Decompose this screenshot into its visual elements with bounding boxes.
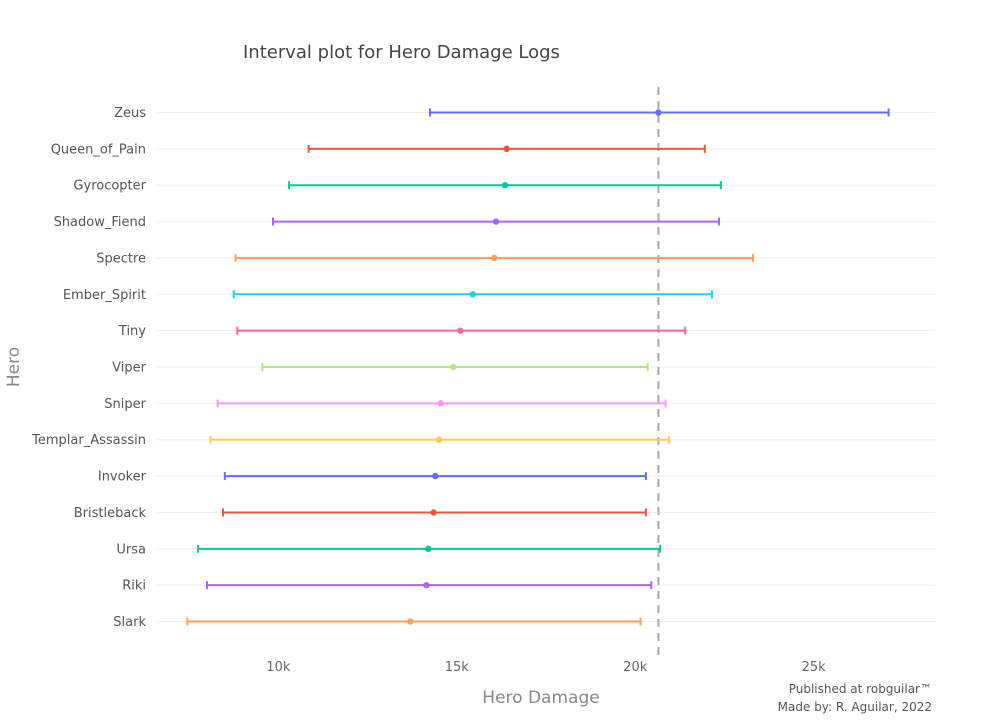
x-axis-title: Hero Damage: [482, 688, 599, 708]
footer-published: Published at robguilar™: [788, 682, 932, 696]
y-tick-label: Ember_Spirit: [63, 288, 146, 303]
y-tick-label: Templar_Assassin: [31, 433, 146, 448]
y-tick-label: Sniper: [104, 397, 146, 412]
interval-invoker: [223, 472, 647, 481]
interval-mean-point: [432, 472, 439, 480]
y-axis-title: Hero: [4, 347, 24, 387]
interval-tiny: [236, 326, 687, 335]
interval-mean-point: [457, 327, 464, 334]
interval-mean-point: [435, 436, 443, 443]
interval-viper: [261, 363, 649, 372]
interval-mean-point: [407, 618, 414, 625]
y-tick-label: Slark: [113, 615, 146, 630]
interval-mean-point: [655, 109, 662, 116]
interval-slark: [186, 617, 642, 626]
y-tick-label: Riki: [122, 579, 146, 594]
interval-mean-point: [491, 254, 498, 262]
interval-shadow_fiend: [271, 217, 721, 226]
y-tick-label: Shadow_Fiend: [54, 215, 146, 230]
interval-mean-point: [492, 218, 500, 225]
x-tick-label: 25k: [802, 660, 827, 675]
interval-sniper: [216, 399, 667, 408]
footer-made-by: Made by: R. Aguilar, 2022: [777, 700, 932, 714]
interval-riki: [205, 581, 653, 590]
interval-ursa: [197, 544, 662, 553]
chart-title: Interval plot for Hero Damage Logs: [243, 42, 560, 63]
interval-mean-point: [501, 182, 509, 189]
interval-queen_of_pain: [307, 144, 706, 153]
x-tick-labels: 10k 15k 20k 25k: [266, 660, 826, 675]
interval-mean-point: [469, 291, 477, 298]
interval-zeus: [429, 108, 890, 117]
y-tick-label: Spectre: [96, 251, 146, 266]
interval-bristleback: [222, 508, 647, 517]
y-tick-label: Invoker: [98, 470, 147, 485]
interval-mean-point: [450, 363, 457, 371]
x-tick-label: 20k: [623, 660, 648, 675]
x-tick-label: 10k: [266, 660, 291, 675]
intervals-layer: [186, 108, 890, 626]
y-tick-label: Bristleback: [74, 506, 147, 521]
interval-gyrocopter: [288, 181, 722, 190]
interval-mean-point: [430, 509, 437, 516]
y-tick-label: Gyrocopter: [73, 179, 146, 194]
y-tick-label: Ursa: [116, 542, 146, 557]
interval-ember_spirit: [232, 290, 713, 299]
y-tick-labels: Zeus Queen_of_Pain Gyrocopter Shadow_Fiend S…: [31, 106, 147, 630]
interval-mean-point: [503, 145, 510, 153]
y-tick-label: Zeus: [114, 106, 146, 121]
y-tick-label: Queen_of_Pain: [51, 142, 146, 157]
interval-mean-point: [423, 581, 430, 589]
interval-templar_assassin: [209, 435, 671, 444]
y-tick-label: Viper: [112, 361, 146, 376]
y-tick-label: Tiny: [118, 324, 146, 339]
x-tick-label: 15k: [445, 660, 470, 675]
interval-mean-point: [425, 545, 432, 553]
interval-mean-point: [437, 400, 444, 407]
interval-spectre: [234, 253, 754, 262]
